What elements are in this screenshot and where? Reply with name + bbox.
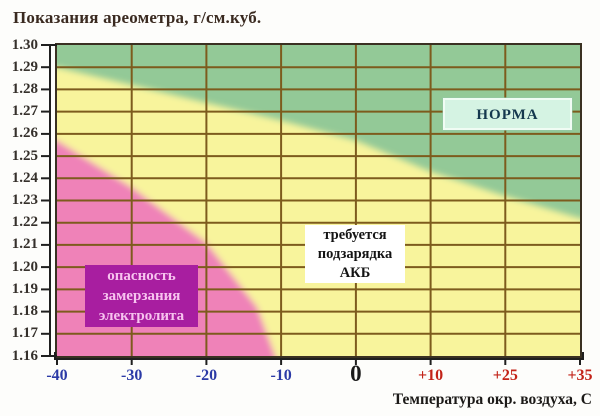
y-tick-label: 1.26 xyxy=(11,125,38,142)
region-label-recharge: требуется подзарядка АКБ xyxy=(305,225,405,283)
y-tick-label: 1.30 xyxy=(11,36,38,53)
y-tick-label: 1.29 xyxy=(11,58,38,75)
region-label-norma: НОРМА xyxy=(443,98,572,130)
x-tick-label: -10 xyxy=(270,367,292,384)
x-tick-label: -40 xyxy=(46,367,68,384)
x-tick-label: +25 xyxy=(492,367,518,384)
plot-area: НОРМА требуется подзарядка АКБ опасность… xyxy=(55,43,582,358)
y-tick-label: 1.25 xyxy=(11,147,38,164)
y-tick-label: 1.24 xyxy=(11,169,38,186)
y-tick-label: 1.17 xyxy=(11,325,38,342)
x-tick-label: -30 xyxy=(121,367,143,384)
x-tick-label: +35 xyxy=(567,367,593,384)
y-tick-label: 1.28 xyxy=(11,80,38,97)
x-axis-title: Температура окр. воздуха, С xyxy=(392,391,592,408)
y-tick-label: 1.16 xyxy=(11,347,38,364)
y-tick-label: 1.27 xyxy=(11,103,38,120)
x-tick-label: +10 xyxy=(418,367,444,384)
x-tick-label: -20 xyxy=(195,367,218,384)
y-tick-label: 1.23 xyxy=(11,192,38,208)
y-tick-label: 1.18 xyxy=(11,303,38,320)
y-tick-label: 1.19 xyxy=(11,280,38,297)
y-tick-label: 1.21 xyxy=(11,236,38,253)
y-tick-label: 1.20 xyxy=(11,258,38,275)
x-tick-label: 0 xyxy=(350,361,362,386)
y-tick-label: 1.22 xyxy=(11,214,38,231)
region-label-freeze: опасность замерзания электролита xyxy=(85,265,198,327)
chart-title: Показания ареометра, г/см.куб. xyxy=(13,8,262,27)
